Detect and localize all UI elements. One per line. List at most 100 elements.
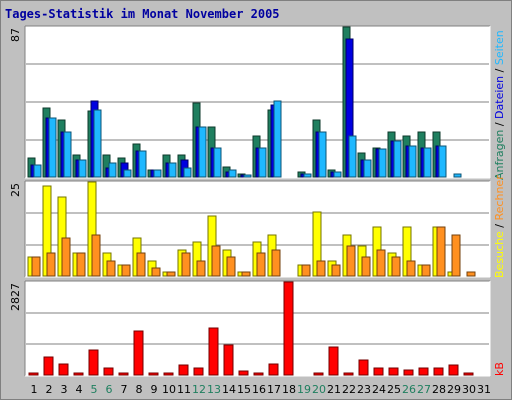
bar-kb-day-21 [328,346,339,376]
bar-rechner-day-23 [361,256,371,277]
bar-rechner-day-4 [76,252,86,277]
bar-kb-day-25 [388,367,399,376]
bar-seiten-day-24 [378,148,387,178]
bar-seiten-day-11 [183,167,192,178]
bar-rechner-day-10 [166,271,176,277]
x-label-day-17: 17 [267,383,281,396]
bar-kb-day-2 [43,356,54,376]
x-label-day-19: 19 [297,383,311,396]
bar-kb-day-1 [28,372,39,376]
x-label-day-3: 3 [61,383,68,396]
bar-rechner-day-24 [376,249,386,277]
bar-rechner-day-17 [271,249,281,277]
x-label-day-23: 23 [357,383,371,396]
y-max-label: 25 [9,183,22,197]
bar-seiten-day-4 [78,159,87,178]
legend-item-besuche: Besuche [493,231,506,278]
bar-kb-day-11 [178,364,189,376]
bar-seiten-day-7 [123,169,132,178]
bar-seiten-day-20 [318,131,327,178]
legend-item-dateien: Dateien [493,76,506,119]
bar-kb-day-26 [403,369,414,376]
bar-seiten-day-8 [138,150,147,178]
requests-panel: 87 [9,25,491,179]
x-label-day-9: 9 [151,383,158,396]
x-label-day-16: 16 [252,383,266,396]
legend-separator: / [493,220,506,231]
bar-rechner-day-21 [331,264,341,277]
bar-seiten-day-22 [348,135,357,178]
bar-rechner-day-20 [316,260,326,277]
requests-panel-legend: Anfragen / Dateien / Seiten [493,30,506,180]
bar-seiten-day-26 [408,145,417,178]
bar-kb-day-7 [118,372,129,376]
chart-title: Tages-Statistik im Monat November 2005 [5,7,280,21]
x-label-day-29: 29 [447,383,461,396]
x-label-day-27: 27 [417,383,431,396]
bar-rechner-day-7 [121,264,131,277]
bar-rechner-day-15 [241,271,251,277]
bar-rechner-day-5 [91,234,101,277]
bar-rechner-day-30 [466,271,476,277]
bar-seiten-day-9 [153,169,162,178]
legend-separator: / [493,65,506,76]
bar-kb-day-29 [448,364,459,376]
bar-seiten-day-1 [33,164,42,178]
x-label-day-13: 13 [207,383,221,396]
bar-rechner-day-1 [31,256,41,277]
bar-kb-day-27 [418,367,429,376]
bar-rechner-day-8 [136,252,146,277]
bar-rechner-day-25 [391,256,401,277]
bar-seiten-day-10 [168,162,177,178]
bar-kb-day-20 [313,372,324,376]
bar-kb-day-5 [88,349,99,376]
bar-rechner-day-22 [346,245,356,277]
bar-rechner-day-26 [406,260,416,277]
x-label-day-8: 8 [136,383,143,396]
bar-rechner-day-11 [181,252,191,277]
bar-rechner-day-28 [436,226,446,277]
bar-seiten-day-12 [198,126,207,178]
x-label-day-6: 6 [106,383,113,396]
bar-rechner-day-9 [151,267,161,277]
x-label-day-12: 12 [192,383,206,396]
bar-kb-day-14 [223,344,234,376]
bar-kb-day-17 [268,363,279,376]
x-label-day-21: 21 [327,383,341,396]
x-label-day-7: 7 [121,383,128,396]
bar-kb-day-12 [193,367,204,376]
bar-seiten-day-2 [48,117,57,178]
x-label-day-30: 30 [462,383,476,396]
bar-seiten-day-5 [93,109,102,178]
bar-rechner-day-12 [196,260,206,277]
x-label-day-25: 25 [387,383,401,396]
x-label-day-31: 31 [477,383,491,396]
x-label-day-2: 2 [46,383,53,396]
y-max-label: 2827 [9,283,22,311]
x-label-day-4: 4 [76,383,83,396]
x-label-day-11: 11 [177,383,191,396]
x-label-day-10: 10 [162,383,176,396]
bar-rechner-day-6 [106,260,116,277]
bar-kb-day-22 [343,372,354,376]
x-label-day-20: 20 [312,383,326,396]
legend-item-rechner: Rechner [493,175,506,221]
bar-kb-day-16 [253,372,264,376]
bar-rechner-day-16 [256,252,266,277]
bar-rechner-day-14 [226,256,236,277]
visits-panel-legend: Besuche / Rechner [493,175,506,278]
bar-rechner-day-2 [46,252,56,277]
bar-seiten-day-15 [243,174,252,178]
legend-item-kb: kB [493,362,506,376]
bar-kb-day-6 [103,367,114,376]
bar-kb-day-3 [58,363,69,376]
y-max-label: 87 [9,28,22,42]
visits-panel: 25 [9,180,491,278]
bar-seiten-day-3 [63,131,72,178]
bar-seiten-day-25 [393,140,402,178]
bar-seiten-day-16 [258,147,267,178]
bar-seiten-day-14 [228,169,237,178]
bar-seiten-day-13 [213,147,222,178]
bar-rechner-day-27 [421,264,431,277]
